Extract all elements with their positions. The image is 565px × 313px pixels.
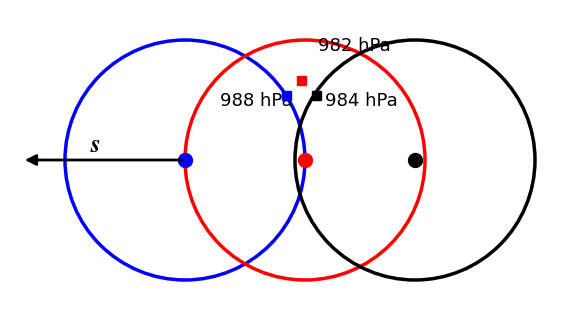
Text: s: s: [90, 133, 100, 157]
Bar: [281, 90, 290, 100]
Bar: [297, 75, 306, 85]
Bar: [311, 90, 320, 100]
Text: 984 hPa: 984 hPa: [325, 92, 398, 110]
Text: 988 hPa: 988 hPa: [220, 92, 293, 110]
Text: 982 hPa: 982 hPa: [318, 37, 391, 55]
